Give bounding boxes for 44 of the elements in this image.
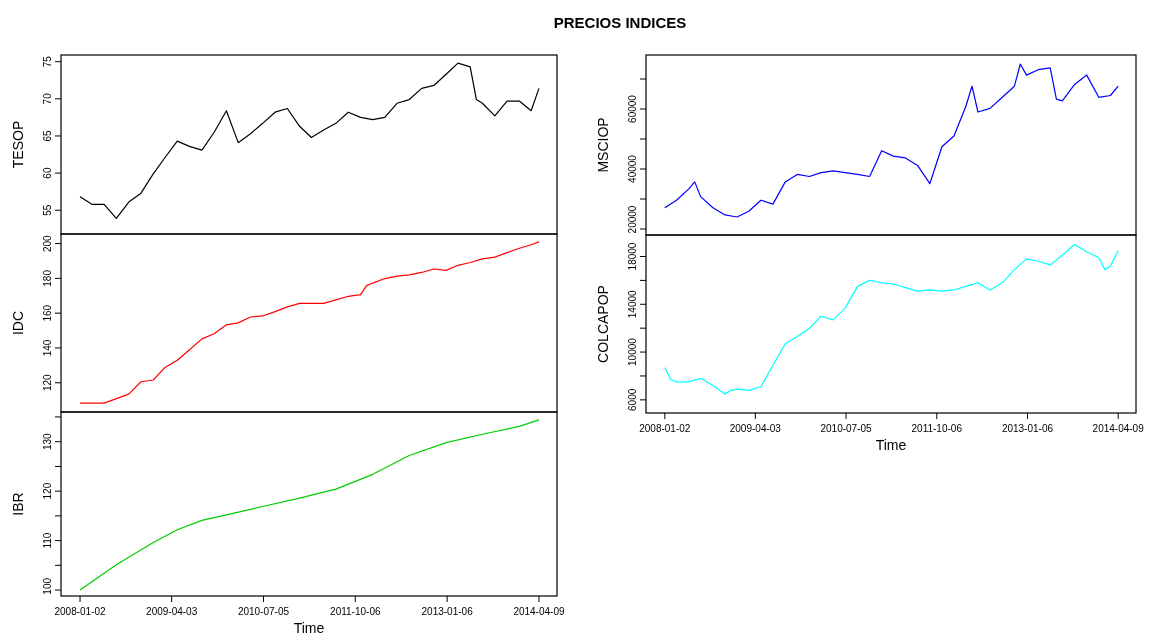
x-tick-label: 2014-04-09 — [1092, 423, 1145, 434]
text: PRECIOS INDICES — [553, 14, 687, 31]
y-tick-label: 10000 — [627, 337, 638, 366]
y-tick-label: 140 — [42, 339, 53, 357]
line-series — [79, 241, 540, 404]
y-axis-title: TESOP — [10, 120, 26, 169]
x-tick-label: 2010-07-05 — [820, 423, 873, 434]
y-tick-label: 110 — [42, 532, 53, 549]
y-tick-label: 120 — [42, 482, 53, 500]
y-tick-label: 14000 — [627, 289, 638, 319]
y-tick-label: 120 — [42, 373, 53, 392]
x-tick-label: 2011-10-06 — [911, 423, 963, 434]
y-axis-title: IDC — [10, 310, 26, 336]
y-tick-label: 130 — [42, 432, 53, 451]
y-tick-label: 65 — [42, 129, 53, 142]
x-tick-label: 2013-01-06 — [1001, 423, 1054, 434]
y-axis-title: MSCIOP — [595, 117, 611, 173]
y-tick-label: 60000 — [627, 94, 638, 123]
x-axis-title: Time — [875, 437, 907, 453]
line-series — [664, 243, 1119, 395]
x-tick-label: 2008-01-02 — [54, 606, 107, 617]
x-tick-label: 2009-04-03 — [729, 423, 782, 434]
x-tick-label: 2013-01-06 — [421, 606, 474, 617]
y-tick-label: 200 — [42, 234, 53, 253]
y-tick-label: 160 — [42, 304, 53, 322]
y-tick-label: 18000 — [627, 242, 638, 271]
y-tick-label: 55 — [42, 204, 53, 216]
y-tick-label: 75 — [42, 55, 53, 68]
x-tick-label: 2014-04-09 — [513, 606, 565, 617]
y-tick-label: 20000 — [627, 205, 638, 234]
y-axis-title: IBR — [10, 492, 26, 516]
y-axis-title: COLCAPOP — [595, 285, 611, 363]
x-tick-label: 2008-01-02 — [639, 423, 691, 434]
y-tick-label: 100 — [42, 577, 53, 595]
y-tick-label: 6000 — [627, 388, 638, 411]
y-tick-label: 180 — [42, 269, 53, 287]
x-axis-title: Time — [293, 620, 325, 636]
y-tick-label: 40000 — [627, 154, 638, 183]
x-tick-label: 2011-10-06 — [330, 606, 381, 617]
x-tick-label: 2009-04-03 — [146, 606, 198, 617]
line-series — [79, 62, 540, 219]
y-tick-label: 60 — [42, 167, 53, 179]
y-tick-label: 70 — [42, 92, 53, 105]
x-tick-label: 2010-07-05 — [237, 606, 290, 617]
